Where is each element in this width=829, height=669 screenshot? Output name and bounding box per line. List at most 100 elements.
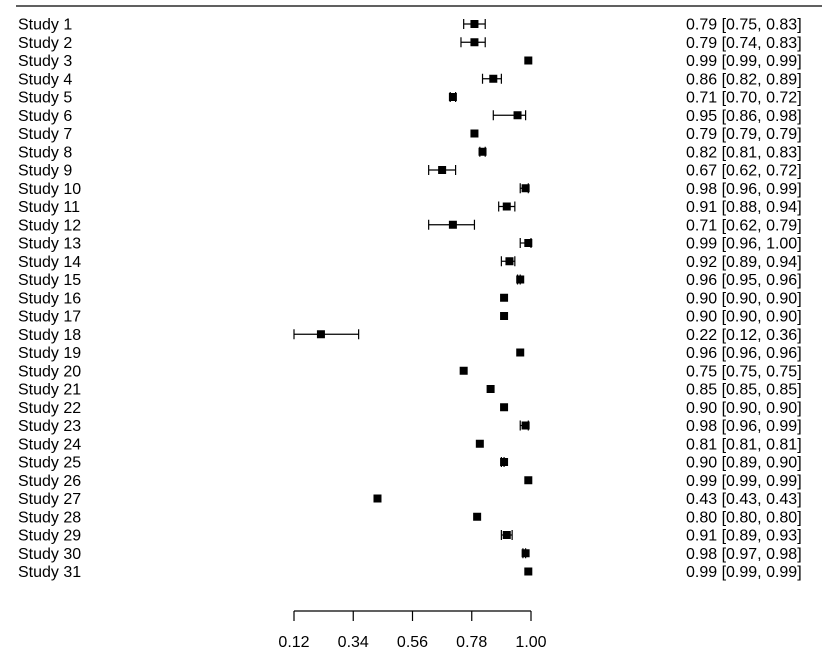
point-estimate <box>470 20 479 28</box>
x-tick-label: 1.00 <box>515 634 546 651</box>
ci-text: 0.99 [0.99, 0.99] <box>686 53 802 70</box>
point-estimate <box>524 476 533 485</box>
study-label: Study 14 <box>18 254 81 271</box>
ci-text: 0.75 [0.75, 0.75] <box>686 363 802 380</box>
study-label: Study 21 <box>18 382 81 399</box>
point-estimate <box>470 129 479 138</box>
point-estimate <box>470 38 479 47</box>
ci-text: 0.79 [0.75, 0.83] <box>686 17 802 34</box>
study-label: Study 1 <box>18 17 72 34</box>
study-label: Study 4 <box>18 71 72 88</box>
point-estimate <box>521 421 530 430</box>
study-row: Study 6 0.95 [0.86, 0.98] <box>18 108 802 125</box>
study-row: Study 24 0.81 [0.81, 0.81] <box>18 436 802 453</box>
study-row: Study 13 0.99 [0.96, 1.00] <box>18 236 802 253</box>
ci-text: 0.79 [0.74, 0.83] <box>686 35 802 52</box>
study-label: Study 15 <box>18 272 81 289</box>
study-label: Study 27 <box>18 491 81 508</box>
study-label: Study 6 <box>18 108 72 125</box>
study-label: Study 8 <box>18 144 72 161</box>
study-row: Study 17 0.90 [0.90, 0.90] <box>18 309 802 326</box>
study-label: Study 20 <box>18 363 81 380</box>
point-estimate <box>500 403 509 412</box>
study-row: Study 18 0.22 [0.12, 0.36] <box>18 327 802 344</box>
study-row: Study 12 0.71 [0.62, 0.79] <box>18 217 802 234</box>
study-row: Study 11 0.91 [0.88, 0.94] <box>18 199 802 216</box>
study-label: Study 29 <box>18 528 81 545</box>
point-estimate <box>502 531 511 539</box>
study-row: Study 26 0.99 [0.99, 0.99] <box>18 473 802 490</box>
point-estimate <box>486 385 495 393</box>
ci-text: 0.98 [0.96, 0.99] <box>686 181 802 198</box>
x-axis: 0.12 0.34 0.56 0.78 1.00 <box>278 610 547 651</box>
ci-text: 0.90 [0.90, 0.90] <box>686 309 802 326</box>
study-row: Study 30 0.98 [0.97, 0.98] <box>18 546 802 563</box>
study-row: Study 29 0.91 [0.89, 0.93] <box>18 528 802 545</box>
ci-text: 0.71 [0.70, 0.72] <box>686 90 802 107</box>
study-label: Study 25 <box>18 455 81 472</box>
study-row: Study 5 0.71 [0.70, 0.72] <box>18 90 802 107</box>
ci-text: 0.82 [0.81, 0.83] <box>686 144 802 161</box>
x-tick-label: 0.34 <box>338 634 369 651</box>
point-estimate <box>373 494 382 503</box>
ci-text: 0.90 [0.90, 0.90] <box>686 400 802 417</box>
ci-text: 0.71 [0.62, 0.79] <box>686 217 802 234</box>
ci-text: 0.92 [0.89, 0.94] <box>686 254 802 271</box>
point-estimate <box>505 257 514 266</box>
point-estimate <box>478 147 487 156</box>
study-row: Study 20 0.75 [0.75, 0.75] <box>18 363 802 380</box>
ci-text: 0.79 [0.79, 0.79] <box>686 126 802 143</box>
study-label: Study 7 <box>18 126 72 143</box>
study-row: Study 28 0.80 [0.80, 0.80] <box>18 509 802 526</box>
point-estimate <box>513 111 522 120</box>
study-row: Study 16 0.90 [0.90, 0.90] <box>18 290 802 307</box>
point-estimate <box>475 439 484 448</box>
study-label: Study 17 <box>18 309 81 326</box>
study-label: Study 3 <box>18 53 72 70</box>
ci-text: 0.91 [0.88, 0.94] <box>686 199 802 216</box>
ci-text: 0.99 [0.99, 0.99] <box>686 473 802 490</box>
study-label: Study 18 <box>18 327 81 344</box>
study-row: Study 7 0.79 [0.79, 0.79] <box>18 126 802 143</box>
study-label: Study 19 <box>18 345 81 362</box>
study-row: Study 10 0.98 [0.96, 0.99] <box>18 181 802 198</box>
point-estimate <box>448 220 457 229</box>
ci-text: 0.96 [0.96, 0.96] <box>686 345 802 362</box>
x-tick-label: 0.12 <box>278 634 309 651</box>
point-estimate <box>500 312 509 320</box>
x-tick-label: 0.56 <box>397 634 428 651</box>
point-estimate <box>524 239 533 247</box>
point-estimate <box>500 293 509 302</box>
ci-text: 0.67 [0.62, 0.72] <box>686 163 802 180</box>
point-estimate <box>516 275 525 284</box>
ci-text: 0.85 [0.85, 0.85] <box>686 382 802 399</box>
study-label: Study 11 <box>18 199 80 216</box>
ci-text: 0.99 [0.96, 1.00] <box>686 236 802 253</box>
study-label: Study 5 <box>18 90 72 107</box>
study-row: Study 15 0.96 [0.95, 0.96] <box>18 272 802 289</box>
study-label: Study 10 <box>18 181 81 198</box>
study-label: Study 24 <box>18 436 81 453</box>
point-estimate <box>516 348 525 357</box>
study-row: Study 25 0.90 [0.89, 0.90] <box>18 455 802 472</box>
point-estimate <box>521 184 530 193</box>
study-row: Study 2 0.79 [0.74, 0.83] <box>18 35 802 52</box>
study-label: Study 16 <box>18 290 81 307</box>
ci-text: 0.98 [0.96, 0.99] <box>686 418 802 435</box>
study-row: Study 22 0.90 [0.90, 0.90] <box>18 400 802 417</box>
ci-text: 0.90 [0.90, 0.90] <box>686 290 802 307</box>
study-row: Study 23 0.98 [0.96, 0.99] <box>18 418 802 435</box>
study-row: Study 31 0.99 [0.99, 0.99] <box>18 564 802 581</box>
study-row: Study 1 0.79 [0.75, 0.83] <box>18 17 802 34</box>
study-row: Study 9 0.67 [0.62, 0.72] <box>18 163 802 180</box>
study-row: Study 27 0.43 [0.43, 0.43] <box>18 491 802 508</box>
ci-text: 0.99 [0.99, 0.99] <box>686 564 802 581</box>
ci-text: 0.86 [0.82, 0.89] <box>686 71 802 88</box>
ci-text: 0.90 [0.89, 0.90] <box>686 455 802 472</box>
study-row: Study 14 0.92 [0.89, 0.94] <box>18 254 802 271</box>
study-label: Study 2 <box>18 35 72 52</box>
ci-text: 0.98 [0.97, 0.98] <box>686 546 802 563</box>
ci-text: 0.95 [0.86, 0.98] <box>686 108 802 125</box>
study-label: Study 30 <box>18 546 81 563</box>
